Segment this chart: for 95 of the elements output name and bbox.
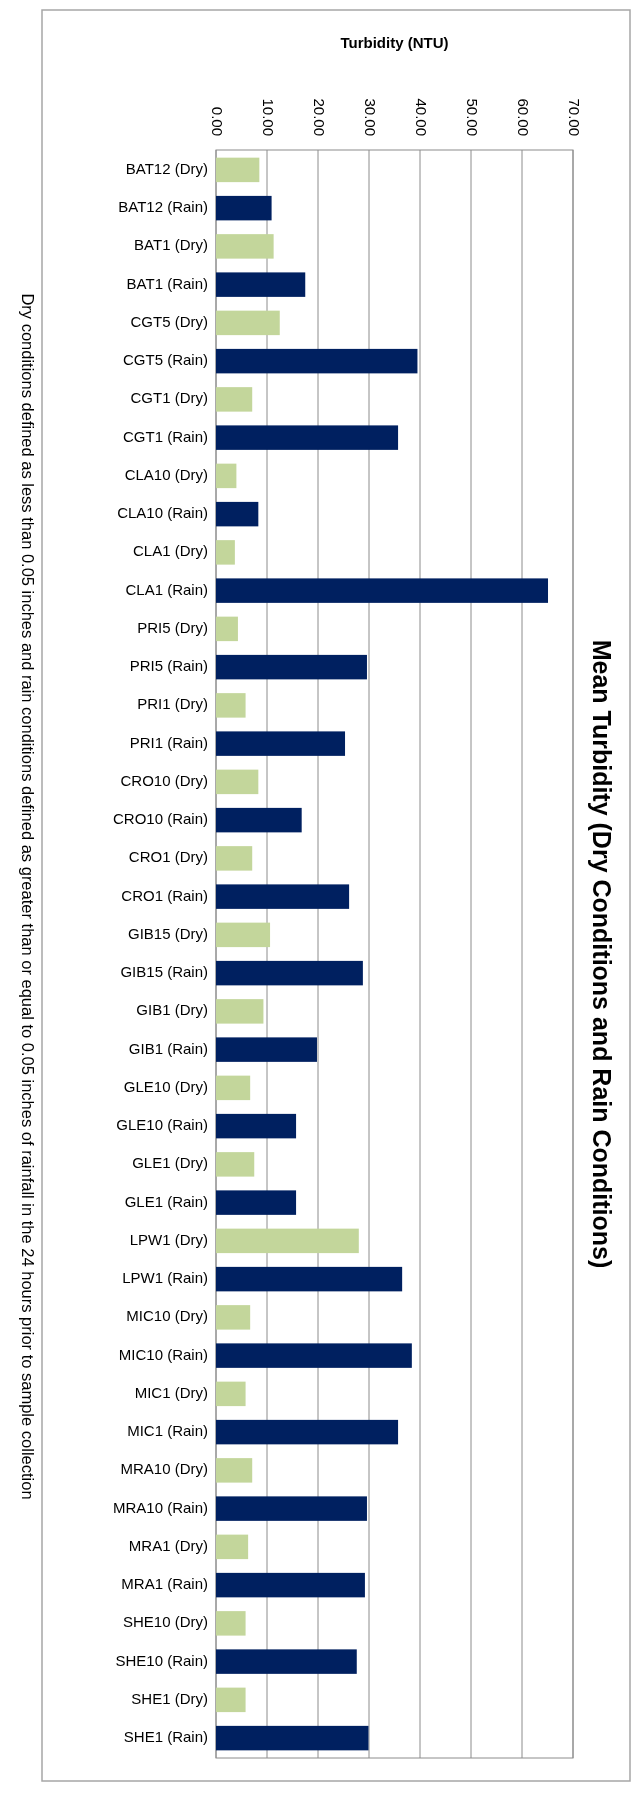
x-axis-title: Turbidity (NTU) [340, 34, 449, 51]
bar [216, 195, 272, 221]
y-tick-label: BAT1 (Rain) [126, 274, 208, 292]
y-tick-label: GLE10 (Dry) [123, 1077, 208, 1095]
bar [216, 922, 271, 948]
y-tick-label: PRI5 (Dry) [137, 618, 208, 636]
y-tick-label: PRI1 (Rain) [129, 733, 208, 751]
y-tick-label: GIB15 (Rain) [120, 963, 208, 981]
bar [216, 540, 235, 565]
y-tick-label: GIB1 (Rain) [128, 1039, 208, 1057]
bar [216, 999, 264, 1024]
y-tick-label: CGT5 (Rain) [122, 351, 208, 369]
bar [216, 1687, 246, 1713]
x-tick-label: 60.00 [515, 98, 533, 136]
bar [216, 1305, 251, 1330]
text: Dry conditions defined as less than 0.05 inches and rain conditions defined as greater than or equal to 0.05 inches of rainfall in the 24 hours prior to sample collection [18, 293, 37, 1500]
y-tick-label: PRI1 (Dry) [137, 695, 208, 713]
y-tick-label: GIB15 (Dry) [127, 924, 208, 942]
y-tick-label: MIC10 (Rain) [118, 1345, 208, 1363]
y-tick-label: MIC1 (Rain) [127, 1422, 208, 1440]
bar [216, 425, 399, 450]
y-tick-label: BAT1 (Dry) [134, 236, 208, 254]
y-tick-label: BAT12 (Dry) [125, 159, 208, 177]
bar [216, 310, 280, 336]
bar [216, 1381, 246, 1407]
x-tick-label: 0.00 [209, 106, 227, 136]
y-tick-label: GIB1 (Dry) [136, 1001, 208, 1019]
bar [216, 884, 350, 909]
bar [216, 501, 259, 527]
y-tick-label: MIC10 (Dry) [126, 1307, 208, 1325]
bar [216, 1534, 249, 1560]
bar [216, 693, 246, 718]
y-tick-label: CGT1 (Rain) [122, 427, 208, 445]
y-tick-label: LPW1 (Dry) [129, 1230, 208, 1248]
y-tick-label: CGT1 (Dry) [130, 389, 208, 407]
y-tick-label: CLA10 (Dry) [124, 465, 208, 483]
y-tick-label: SHE10 (Dry) [122, 1613, 208, 1631]
bar [216, 1611, 246, 1636]
bar [216, 769, 259, 795]
bar [216, 846, 253, 871]
y-tick-label: MIC1 (Dry) [134, 1383, 208, 1401]
bar [216, 234, 274, 259]
bar [216, 272, 306, 297]
bar [216, 1458, 253, 1483]
y-tick-label: LPW1 (Rain) [122, 1269, 208, 1287]
bar [216, 1113, 297, 1139]
x-tick-label: 50.00 [464, 98, 482, 136]
x-tick-label: 30.00 [362, 98, 380, 136]
bar [216, 1419, 399, 1445]
bar [216, 157, 260, 183]
x-tick-label: 70.00 [566, 98, 584, 136]
y-tick-label: PRI5 (Rain) [129, 657, 208, 675]
bar [216, 616, 238, 642]
bar [216, 348, 418, 374]
y-tick-label: CRO1 (Dry) [128, 848, 208, 866]
bar [216, 1725, 369, 1751]
y-tick-label: CRO10 (Dry) [120, 771, 208, 789]
bar [216, 1266, 403, 1292]
bar [216, 731, 346, 756]
y-tick-label: CLA1 (Rain) [125, 580, 208, 598]
y-tick-label: CLA10 (Rain) [117, 504, 208, 522]
bar [216, 1037, 317, 1062]
bar [216, 1496, 367, 1521]
bar [216, 960, 363, 986]
y-tick-label: MRA10 (Rain) [112, 1498, 208, 1516]
y-tick-label: GLE1 (Dry) [132, 1154, 208, 1172]
y-tick-label: SHE1 (Rain) [123, 1728, 208, 1746]
bar [216, 1152, 255, 1177]
y-tick-label: MRA10 (Dry) [120, 1460, 208, 1478]
y-tick-label: BAT12 (Rain) [118, 198, 208, 216]
y-tick-label: CLA1 (Dry) [132, 542, 208, 560]
y-tick-label: CGT5 (Dry) [130, 312, 208, 330]
y-tick-label: SHE1 (Dry) [131, 1689, 208, 1707]
y-tick-label: CRO1 (Rain) [121, 886, 208, 904]
bar [216, 463, 237, 489]
x-tick-label: 20.00 [311, 98, 329, 136]
bar [216, 1190, 297, 1215]
y-tick-label: SHE10 (Rain) [115, 1651, 208, 1669]
x-tick-label: 10.00 [260, 98, 278, 136]
bar [216, 807, 302, 833]
bar [216, 578, 549, 603]
bar [216, 1649, 357, 1674]
y-tick-label: MRA1 (Dry) [128, 1536, 208, 1554]
bar [216, 654, 367, 680]
bar [216, 1075, 251, 1101]
bar [216, 1228, 359, 1254]
y-tick-label: GLE1 (Rain) [124, 1192, 208, 1210]
y-tick-label: CRO10 (Rain) [112, 810, 208, 828]
text: Mean Turbidity (Dry Conditions and Rain Conditions) [588, 639, 617, 1269]
bar [216, 387, 253, 412]
y-tick-label: MRA1 (Rain) [121, 1575, 208, 1593]
bar [216, 1343, 412, 1368]
x-tick-label: 40.00 [413, 98, 431, 136]
bar [216, 1572, 365, 1598]
y-tick-label: GLE10 (Rain) [116, 1116, 208, 1134]
